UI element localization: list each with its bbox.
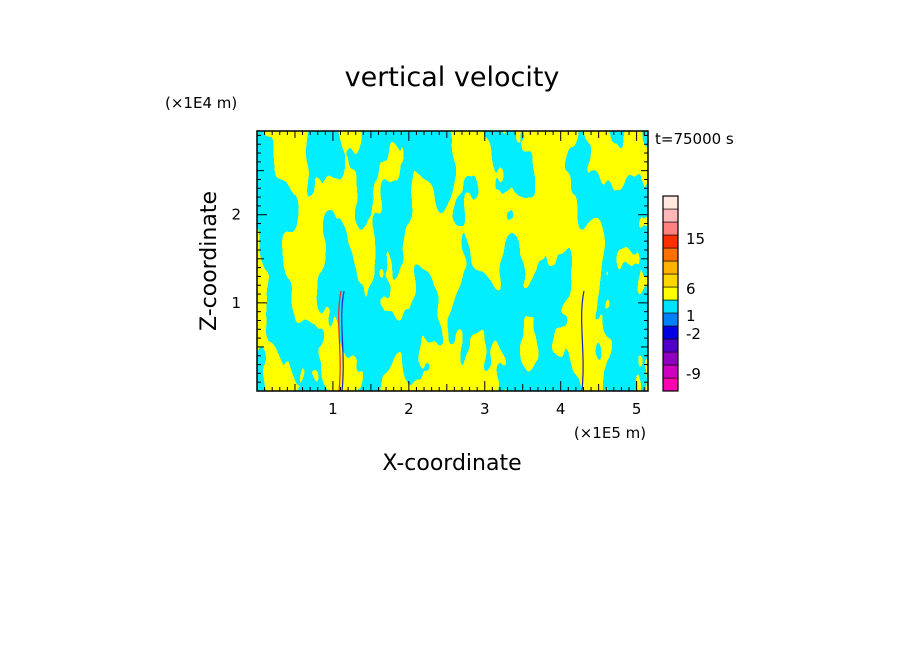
axis-ticks: 1 2 3 4 5 1 2 bbox=[231, 131, 648, 418]
x-unit-label: (×1E5 m) bbox=[574, 424, 646, 442]
x-tick-label: 3 bbox=[480, 400, 490, 418]
colorbar-level bbox=[662, 247, 679, 262]
x-axis-label: X-coordinate bbox=[382, 451, 521, 476]
colorbar-label: 1 bbox=[686, 307, 696, 325]
colorbar-level bbox=[662, 312, 679, 327]
convective-streaks bbox=[338, 290, 585, 391]
time-label: t=75000 s bbox=[655, 130, 734, 148]
colorbar-level bbox=[662, 364, 679, 379]
colorbar-label: 6 bbox=[686, 280, 696, 298]
y-unit-label: (×1E4 m) bbox=[165, 94, 237, 112]
y-axis-label: Z-coordinate bbox=[197, 191, 222, 331]
colorbar-level bbox=[662, 195, 679, 210]
x-tick-label: 2 bbox=[404, 400, 414, 418]
colorbar-level bbox=[662, 286, 679, 301]
x-tick-label: 4 bbox=[556, 400, 566, 418]
x-tick-label: 5 bbox=[632, 400, 642, 418]
colorbar-level bbox=[662, 377, 679, 392]
colorbar-level bbox=[662, 221, 679, 236]
velocity-streak bbox=[341, 290, 345, 391]
contour-field bbox=[257, 131, 648, 391]
velocity-streak bbox=[581, 290, 585, 391]
colorbar-level bbox=[662, 338, 679, 353]
colorbar-frame bbox=[662, 195, 679, 392]
colorbar-label: -2 bbox=[686, 325, 701, 343]
x-tick-label: 1 bbox=[328, 400, 338, 418]
colorbar-level bbox=[662, 260, 679, 275]
velocity-streak bbox=[338, 290, 342, 391]
plot-frame bbox=[256, 130, 649, 392]
colorbar-label: 15 bbox=[686, 230, 705, 248]
chart-title: vertical velocity bbox=[345, 62, 560, 93]
y-tick-label: 2 bbox=[231, 206, 241, 224]
positive-velocity-regions bbox=[257, 131, 648, 391]
colorbar-label: -9 bbox=[686, 365, 701, 383]
colorbar-level bbox=[662, 351, 679, 366]
colorbar-level bbox=[662, 234, 679, 249]
y-tick-label: 1 bbox=[231, 294, 241, 312]
colorbar: -9 -21 6 15 bbox=[662, 195, 705, 392]
colorbar-level bbox=[662, 273, 679, 288]
colorbar-level bbox=[662, 325, 679, 340]
colorbar-level bbox=[662, 299, 679, 314]
colorbar-level bbox=[662, 208, 679, 223]
